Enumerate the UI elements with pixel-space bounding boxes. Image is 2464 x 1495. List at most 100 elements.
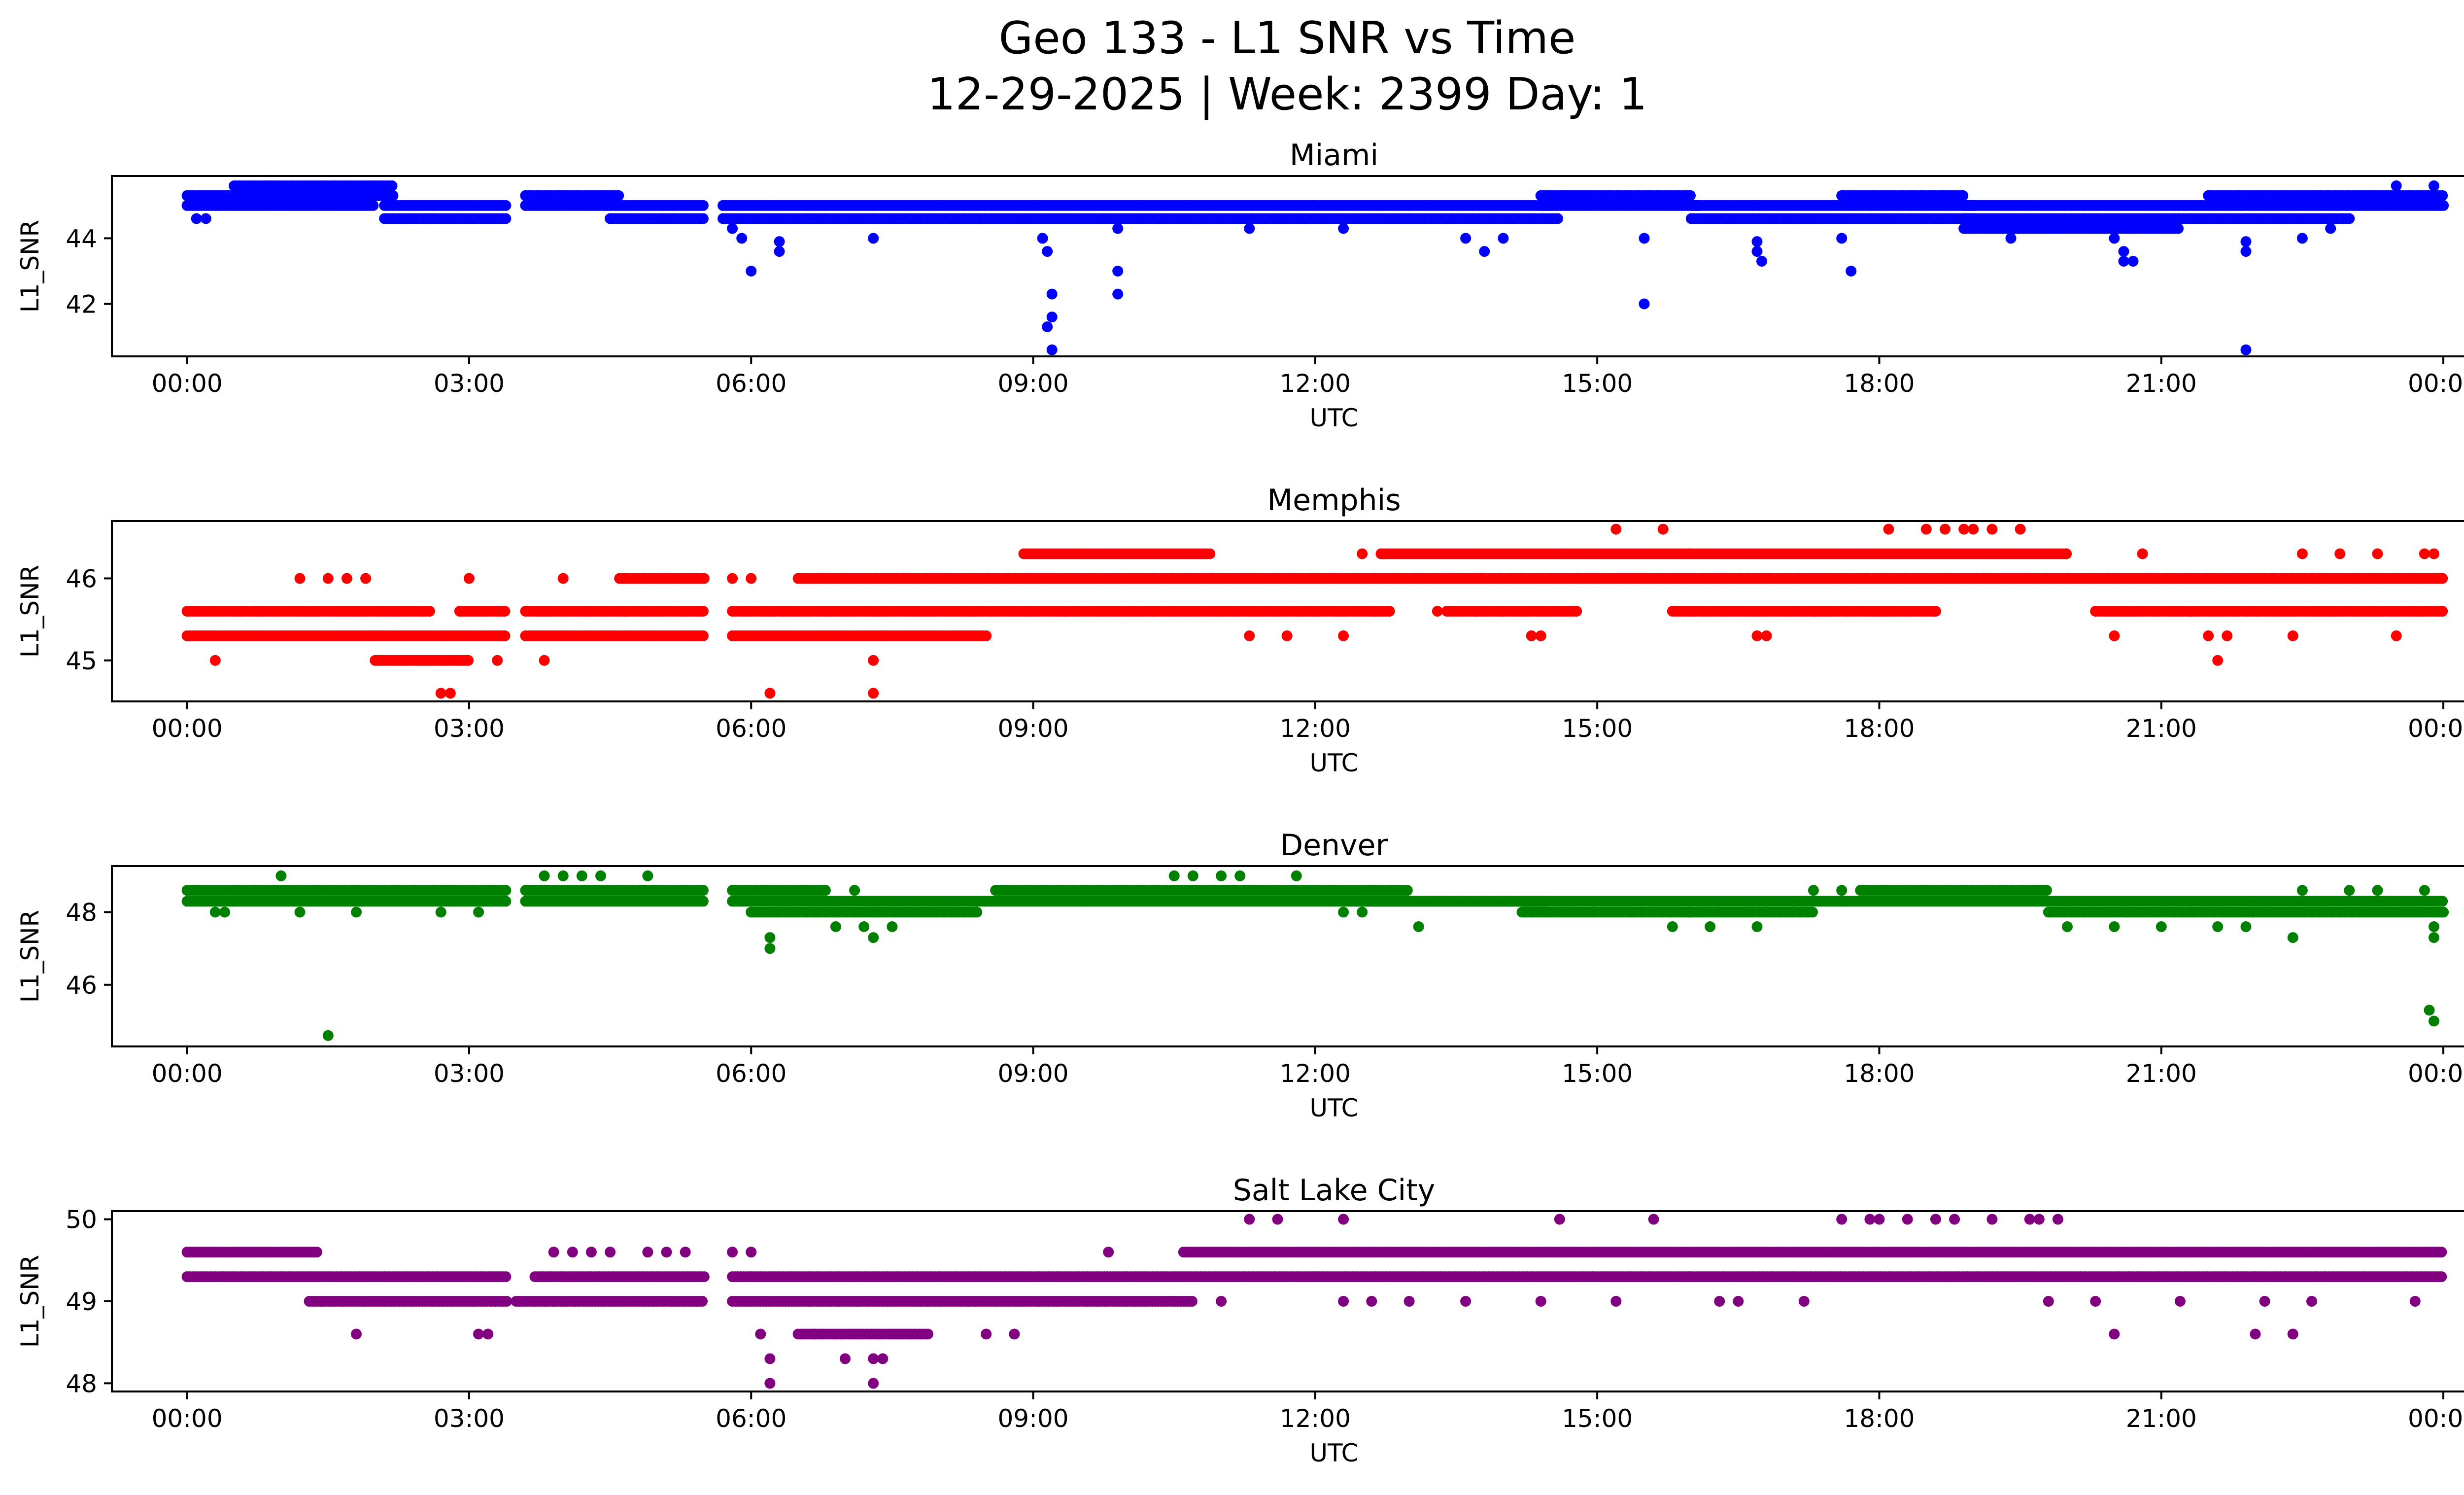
data-point — [698, 573, 710, 584]
data-point — [2127, 256, 2139, 267]
data-point — [539, 655, 550, 666]
data-point — [1281, 630, 1293, 641]
data-point — [697, 630, 709, 641]
data-point — [1958, 523, 1970, 535]
data-point — [2437, 573, 2448, 584]
data-point — [1968, 523, 1979, 535]
data-point — [2240, 344, 2252, 355]
data-point — [1761, 630, 1772, 641]
data-point — [746, 573, 757, 584]
data-point — [1685, 190, 1696, 201]
data-point — [1552, 213, 1563, 224]
data-point — [2240, 246, 2252, 257]
data-point — [387, 190, 399, 201]
data-point — [2391, 180, 2402, 191]
data-point — [1756, 256, 1767, 267]
data-point — [764, 688, 776, 699]
data-point — [868, 233, 879, 244]
data-point — [1940, 523, 1951, 535]
x-tick-label: 00:00 — [152, 714, 223, 743]
data-point — [1883, 523, 1894, 535]
x-tick-label: 09:00 — [997, 714, 1068, 743]
y-tick-label: 44 — [66, 224, 97, 253]
x-tick-label: 12:00 — [1280, 369, 1351, 398]
data-point — [1046, 344, 1058, 355]
x-tick-label: 00:00 — [152, 369, 223, 398]
data-point — [2437, 190, 2448, 201]
data-point — [2173, 223, 2184, 234]
data-point — [1204, 548, 1216, 559]
data-point — [2334, 548, 2346, 559]
data-point — [697, 213, 709, 224]
data-point — [697, 885, 709, 896]
data-point — [2137, 548, 2148, 559]
data-point — [2296, 233, 2308, 244]
data-point — [2015, 523, 2026, 535]
data-point — [1479, 246, 1490, 257]
data-point — [463, 655, 474, 666]
data-point — [1610, 523, 1622, 535]
x-tick-label: 21:00 — [2126, 714, 2197, 743]
data-point — [868, 655, 879, 666]
data-point — [2118, 246, 2129, 257]
data-point — [386, 180, 398, 191]
data-point — [1112, 266, 1124, 277]
axes-frame — [111, 520, 2464, 702]
data-point — [1571, 606, 1582, 617]
data-point — [500, 896, 512, 907]
chart-subtitle: 12-29-2025 | Week: 2399 Day: 1 — [927, 69, 1647, 120]
data-point — [2222, 630, 2233, 641]
scatter-series — [181, 180, 2449, 355]
data-point — [2061, 548, 2072, 559]
data-point — [727, 573, 738, 584]
data-point — [697, 200, 709, 211]
data-point — [463, 573, 475, 584]
data-point — [774, 246, 785, 257]
data-point — [697, 896, 709, 907]
data-point — [2429, 180, 2439, 191]
data-point — [360, 573, 372, 584]
data-point — [200, 213, 211, 224]
y-tick-label: 42 — [66, 290, 97, 319]
data-point — [2109, 630, 2120, 641]
data-point — [1338, 630, 1349, 641]
data-point — [868, 688, 879, 699]
data-point — [294, 573, 306, 584]
data-point — [191, 213, 202, 224]
data-point — [2391, 630, 2402, 641]
data-point — [1460, 233, 1472, 244]
data-point — [1535, 630, 1546, 641]
data-point — [1244, 223, 1255, 234]
data-point — [2109, 233, 2120, 244]
x-tick-label: 03:00 — [434, 369, 505, 398]
data-point — [341, 573, 352, 584]
data-point — [500, 885, 512, 896]
data-point — [499, 606, 511, 617]
x-tick-label: 06:00 — [716, 714, 787, 743]
data-point — [499, 630, 511, 641]
data-point — [1836, 233, 1848, 244]
data-point — [1432, 606, 1443, 617]
data-point — [1046, 312, 1058, 323]
data-point — [1986, 523, 1998, 535]
data-point — [736, 233, 748, 244]
data-point — [1751, 246, 1763, 257]
x-tick-label: 09:00 — [997, 369, 1068, 398]
data-point — [2203, 630, 2214, 641]
data-point — [1112, 223, 1124, 234]
data-point — [1357, 548, 1368, 559]
x-tick-label: 18:00 — [1844, 714, 1915, 743]
data-point — [435, 688, 446, 699]
data-point — [1112, 288, 1124, 300]
y-tick-label: 45 — [66, 647, 97, 675]
data-point — [727, 223, 738, 234]
data-point — [981, 630, 992, 641]
data-point — [1384, 606, 1395, 617]
data-point — [1402, 885, 1413, 896]
data-point — [1498, 233, 1509, 244]
data-point — [322, 573, 334, 584]
data-point — [2344, 213, 2355, 224]
